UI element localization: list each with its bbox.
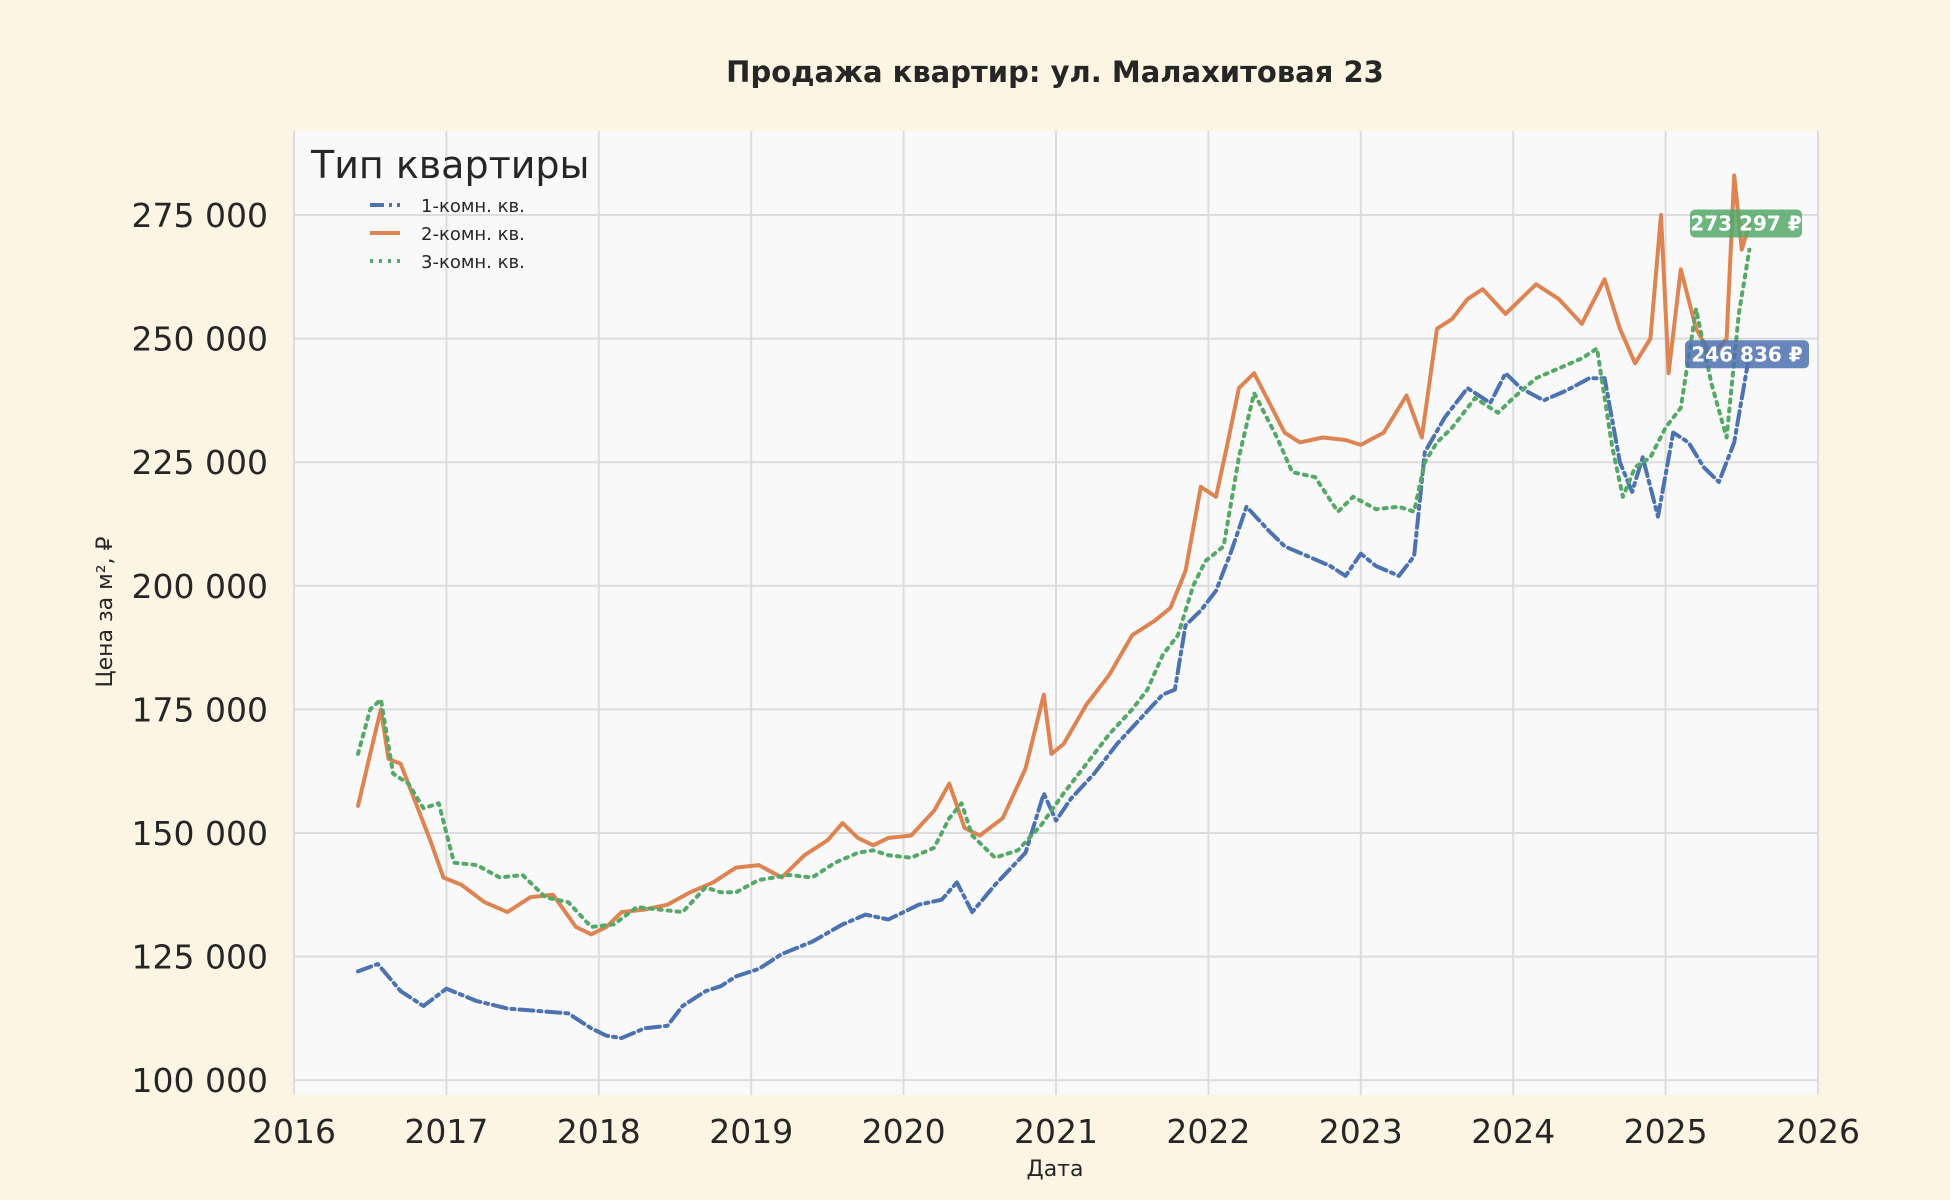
end-label-2: 246 836 ₽ bbox=[1685, 340, 1809, 369]
series-line-1 bbox=[356, 352, 1752, 1041]
y-tick-150000: 150 000 bbox=[132, 814, 268, 853]
y-tick-200000: 200 000 bbox=[132, 567, 268, 606]
series-group bbox=[356, 173, 1752, 1041]
y-tick-275000: 275 000 bbox=[132, 196, 268, 235]
series-line-2 bbox=[356, 173, 1752, 937]
x-tick-2017: 2017 bbox=[404, 1112, 488, 1151]
end-label-1: 273 297 ₽ bbox=[1690, 209, 1802, 238]
x-axis-label: Дата bbox=[1027, 1157, 1084, 1182]
y-tick-125000: 125 000 bbox=[132, 938, 268, 977]
legend-title: Тип квартиры bbox=[310, 143, 590, 187]
end-labels: 273 297 ₽ 246 836 ₽ bbox=[1685, 209, 1809, 369]
y-tick-225000: 225 000 bbox=[132, 443, 268, 482]
chart-title: Продажа квартир: ул. Малахитовая 23 bbox=[726, 55, 1384, 89]
tick-labels: 2016 2017 2018 2019 2020 2021 2022 2023 2024 2025… bbox=[132, 196, 1860, 1151]
x-tick-2016: 2016 bbox=[252, 1112, 336, 1151]
x-tick-2025: 2025 bbox=[1624, 1112, 1708, 1151]
legend-entry-2: 2-комн. кв. bbox=[370, 224, 525, 245]
legend-entry-3: 3-комн. кв. bbox=[370, 252, 525, 273]
end-label-text-2: 246 836 ₽ bbox=[1691, 342, 1802, 366]
legend: Тип квартиры 1-комн. кв. 2-комн. кв. 3-к… bbox=[310, 143, 590, 273]
legend-label-1: 1-комн. кв. bbox=[421, 196, 525, 217]
x-tick-2024: 2024 bbox=[1471, 1112, 1555, 1151]
legend-entry-1: 1-комн. кв. bbox=[370, 196, 525, 217]
legend-label-2: 2-комн. кв. bbox=[421, 224, 525, 245]
x-tick-2019: 2019 bbox=[709, 1112, 793, 1151]
end-label-text-1: 273 297 ₽ bbox=[1690, 212, 1801, 236]
y-tick-100000: 100 000 bbox=[132, 1061, 268, 1100]
x-tick-2020: 2020 bbox=[862, 1112, 946, 1151]
y-axis-label: Цена за м², ₽ bbox=[93, 536, 118, 687]
legend-label-3: 3-комн. кв. bbox=[421, 252, 525, 273]
y-tick-175000: 175 000 bbox=[132, 690, 268, 729]
x-tick-2023: 2023 bbox=[1319, 1112, 1403, 1151]
x-tick-2021: 2021 bbox=[1014, 1112, 1098, 1151]
end-label-box-2 bbox=[1685, 340, 1809, 369]
x-tick-2026: 2026 bbox=[1776, 1112, 1860, 1151]
end-label-box-1 bbox=[1690, 209, 1802, 238]
grid bbox=[293, 131, 1819, 1095]
x-tick-2022: 2022 bbox=[1166, 1112, 1250, 1151]
y-tick-250000: 250 000 bbox=[132, 320, 268, 359]
x-tick-2018: 2018 bbox=[557, 1112, 641, 1151]
